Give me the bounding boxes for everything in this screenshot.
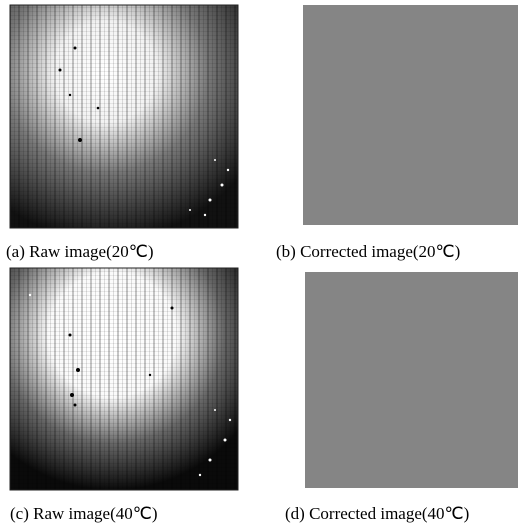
caption: (d) Corrected image(40℃) [285, 504, 469, 523]
figure: (a) Raw image(20℃) (b) Corrected image(2… [0, 0, 531, 526]
caption: (c) Raw image(40℃) [10, 504, 157, 523]
figure-page: (a) Raw image(20℃) (b) Corrected image(2… [0, 0, 531, 526]
caption: (a) Raw image(20℃) [6, 242, 153, 261]
raw-image-20 [10, 5, 238, 228]
corrected-image-20 [303, 5, 518, 225]
caption: (b) Corrected image(20℃) [276, 242, 460, 261]
raw-image-40 [10, 268, 238, 490]
corrected-image-40 [305, 272, 518, 488]
